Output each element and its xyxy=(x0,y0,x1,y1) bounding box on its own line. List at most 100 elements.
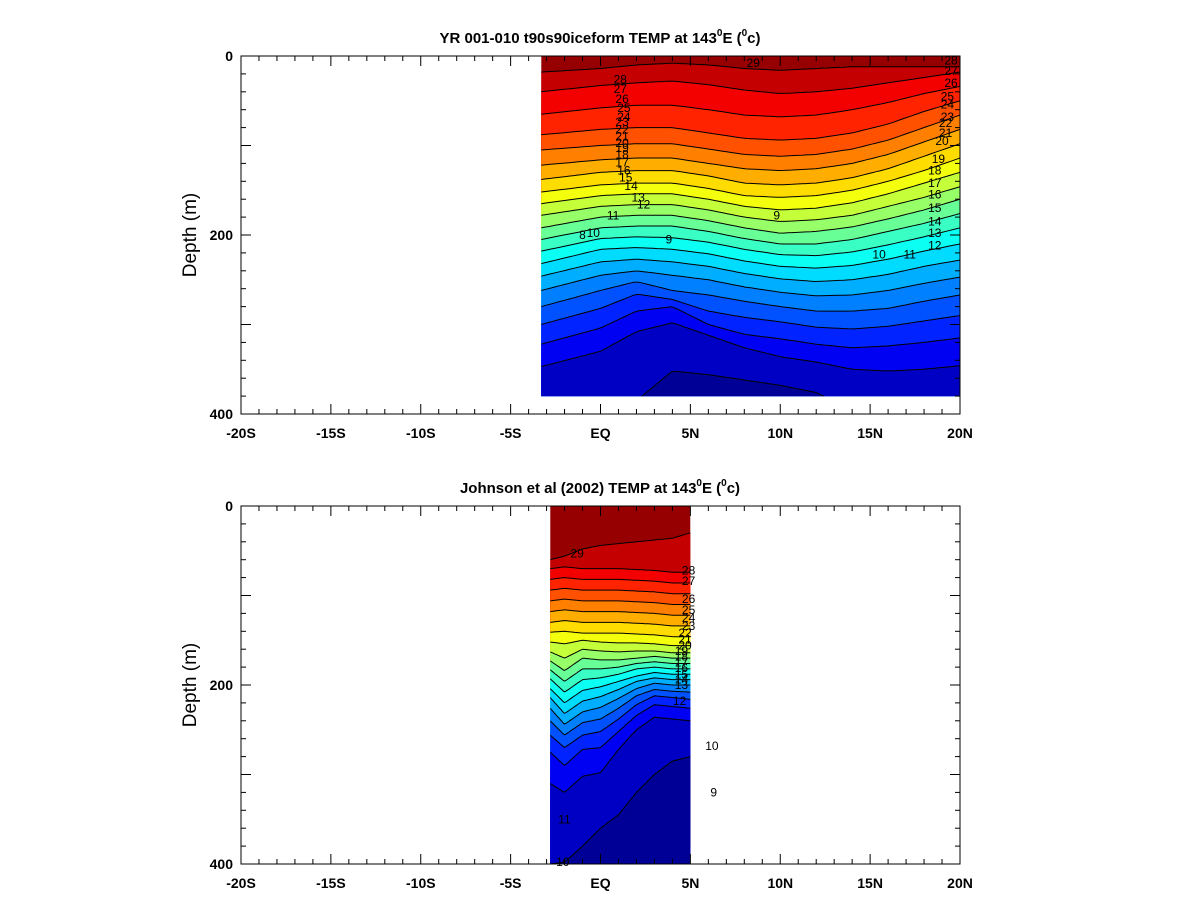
isotherm-line xyxy=(550,671,691,704)
contour-label: 13 xyxy=(675,678,689,692)
x-tick-label: 10N xyxy=(767,875,793,891)
isotherm-line xyxy=(541,258,960,283)
contour-label: 26 xyxy=(944,76,958,90)
isotherm-line xyxy=(541,198,960,234)
temperature-field xyxy=(541,56,960,397)
isotherm-line xyxy=(550,682,691,725)
x-tick-label: -15S xyxy=(316,425,346,441)
contour-label: 24 xyxy=(617,110,631,124)
contour-label: 12 xyxy=(637,198,651,212)
x-tick-label: 20N xyxy=(947,425,973,441)
contour-label: 27 xyxy=(614,82,628,96)
contour-label: 28 xyxy=(614,72,628,86)
contour-label: 25 xyxy=(941,89,955,103)
contour-label: 16 xyxy=(675,661,689,675)
isotherm-line xyxy=(541,62,960,73)
contour-label: 20 xyxy=(678,639,692,653)
contour-label: 13 xyxy=(928,226,942,240)
isotherm-line xyxy=(541,171,960,211)
contour-label: 21 xyxy=(678,632,692,646)
isotherm-line xyxy=(550,677,691,714)
contour-label: 25 xyxy=(682,603,696,617)
isotherm-line xyxy=(541,306,960,349)
contour-label: 9 xyxy=(665,233,672,247)
isotherm-line xyxy=(550,704,691,766)
contour-label: 9 xyxy=(710,785,717,799)
contour-label: 16 xyxy=(928,188,942,202)
chart-title: Johnson et al (2002) TEMP at 1430E (0c) xyxy=(460,478,740,497)
isotherm-line xyxy=(550,577,691,584)
x-tick-label: 20N xyxy=(947,875,973,891)
contour-label: 28 xyxy=(944,54,958,68)
contour-label: 26 xyxy=(615,92,629,106)
contour-label: 18 xyxy=(675,649,689,663)
contour-label: 24 xyxy=(682,611,696,625)
contour-label: 11 xyxy=(903,248,916,262)
isotherm-line xyxy=(541,186,960,222)
x-tick-label: 5N xyxy=(681,425,699,441)
contour-label: 11 xyxy=(607,208,620,222)
isotherm-line xyxy=(541,85,960,118)
isotherm-band xyxy=(541,322,960,397)
contour-label: 17 xyxy=(675,656,689,670)
contour-label: 26 xyxy=(682,592,696,606)
x-tick-label: 15N xyxy=(857,875,883,891)
contour-label: 9 xyxy=(773,208,780,222)
isotherm-line xyxy=(541,157,960,198)
contour-label: 14 xyxy=(624,179,638,193)
x-tick-label: -20S xyxy=(226,425,256,441)
isotherm-line xyxy=(541,227,960,257)
x-tick-label: EQ xyxy=(590,425,610,441)
contour-label: 12 xyxy=(673,694,687,708)
x-tick-label: 10N xyxy=(767,425,793,441)
isotherm-line xyxy=(550,661,691,682)
contour-label: 10 xyxy=(872,248,886,262)
isotherm-band xyxy=(641,371,824,397)
contour-label: 17 xyxy=(928,176,942,190)
isotherm-line xyxy=(550,648,691,659)
panel-bottom: Johnson et al (2002) TEMP at 1430E (0c) … xyxy=(180,478,973,891)
contour-label: 19 xyxy=(675,644,689,658)
x-tick-label: -20S xyxy=(226,875,256,891)
contour-label: 19 xyxy=(615,141,629,155)
contour-label: 14 xyxy=(928,215,942,229)
y-axis-label: Depth (m) xyxy=(180,193,201,277)
contour-label: 11 xyxy=(558,812,571,826)
isotherm-band xyxy=(550,756,691,864)
isotherm-line xyxy=(550,587,691,595)
isotherm-line xyxy=(550,620,691,627)
contour-label: 13 xyxy=(632,190,646,204)
isotherm-line xyxy=(550,655,691,671)
contour-label: 29 xyxy=(747,56,761,70)
contour-label: 15 xyxy=(619,171,633,185)
contour-label: 22 xyxy=(615,122,629,136)
y-tick-label: 200 xyxy=(210,677,234,693)
contour-label: 16 xyxy=(617,164,631,178)
panel-top: YR 001-010 t90s90iceform TEMP at 1430E (… xyxy=(180,28,973,441)
contour-label: 24 xyxy=(941,97,955,111)
contour-label: 21 xyxy=(939,126,953,140)
contour-label: 23 xyxy=(941,110,955,124)
contour-label: 15 xyxy=(675,667,689,681)
contour-label: 23 xyxy=(682,619,696,633)
isotherm-line xyxy=(550,630,691,638)
y-tick-label: 0 xyxy=(225,48,233,64)
contour-label: 15 xyxy=(928,201,942,215)
chart-title: YR 001-010 t90s90iceform TEMP at 1430E (… xyxy=(439,28,760,47)
temperature-field xyxy=(550,506,691,864)
isotherm-line xyxy=(541,281,960,312)
contour-label: 17 xyxy=(615,156,629,170)
contour-label: 20 xyxy=(935,134,949,148)
isotherm-line xyxy=(550,666,691,693)
x-tick-label: -5S xyxy=(500,425,522,441)
contour-label: 23 xyxy=(615,115,629,129)
x-tick-label: 15N xyxy=(857,425,883,441)
isotherm-line xyxy=(541,243,960,269)
contour-label: 8 xyxy=(579,228,586,242)
y-tick-label: 400 xyxy=(210,856,234,872)
isotherm-line xyxy=(541,322,960,372)
contour-label: 18 xyxy=(615,147,629,161)
x-tick-label: 5N xyxy=(681,875,699,891)
